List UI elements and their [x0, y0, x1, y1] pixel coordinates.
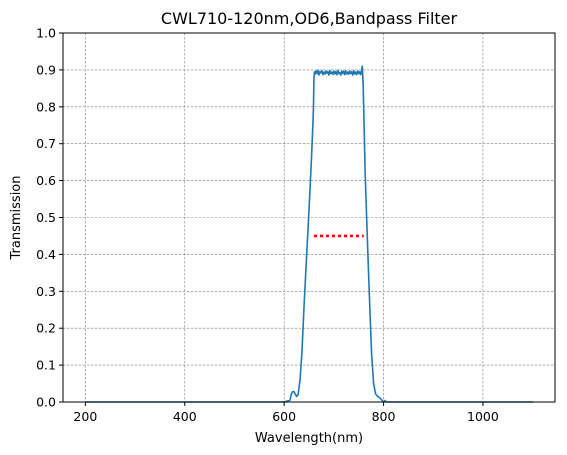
- y-tick-label: 0.9: [36, 62, 56, 77]
- x-axis-title: Wavelength(nm): [255, 431, 363, 446]
- y-tick-label: 0.8: [36, 99, 56, 114]
- y-tick-label: 0.0: [36, 395, 56, 410]
- y-tick-label: 0.6: [36, 173, 56, 188]
- y-tick-label: 0.7: [36, 136, 56, 151]
- y-tick-label: 0.1: [36, 358, 56, 373]
- y-tick-label: 0.5: [36, 210, 56, 225]
- x-tick-label: 200: [73, 409, 97, 424]
- transmission-curve: [84, 65, 534, 403]
- y-tick-label: 0.4: [36, 247, 56, 262]
- y-tick-label: 0.2: [36, 321, 56, 336]
- y-axis-title: Transmission: [9, 176, 24, 261]
- x-tick-label: 1000: [467, 409, 499, 424]
- x-tick-label: 400: [173, 409, 197, 424]
- y-tick-label: 1.0: [36, 26, 56, 41]
- plot-series: [84, 65, 534, 403]
- x-tick-label: 600: [272, 409, 296, 424]
- axis-ticks: 200 400 600 800 1000 0.0 0.1 0.2 0.3 0.4 0.5 0.6 0.7…: [36, 26, 499, 425]
- chart-title: CWL710-120nm,OD6,Bandpass Filter: [161, 9, 458, 28]
- y-tick-label: 0.3: [36, 284, 56, 299]
- x-tick-label: 800: [372, 409, 396, 424]
